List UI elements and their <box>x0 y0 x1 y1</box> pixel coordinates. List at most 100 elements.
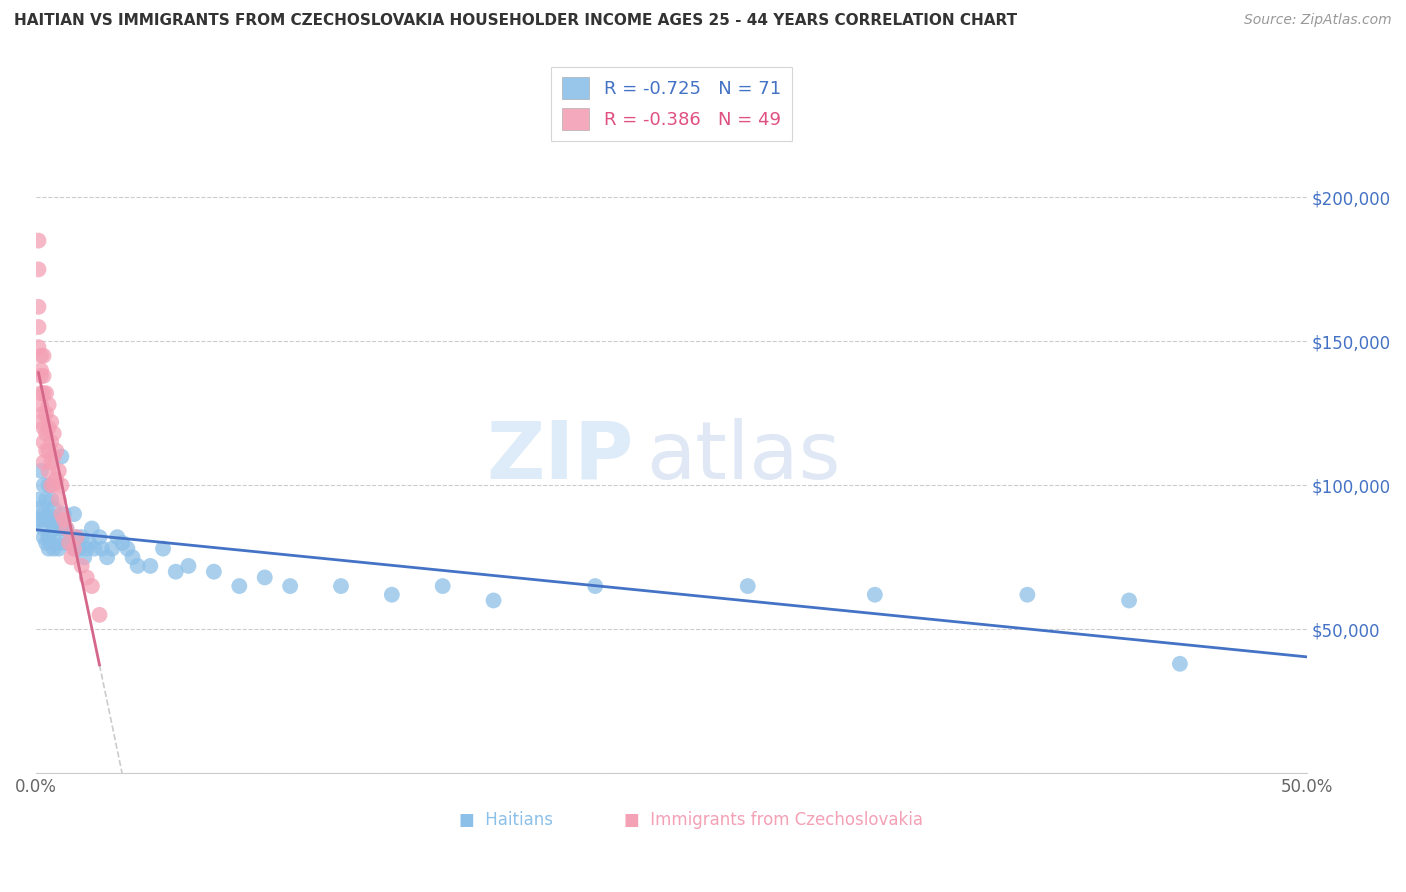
Point <box>32 530 55 544</box>
Point <box>51 507 73 521</box>
Point <box>32 507 55 521</box>
Point <box>38 530 60 544</box>
Point <box>73 550 96 565</box>
Point <box>330 579 353 593</box>
Point <box>48 541 70 556</box>
Point <box>432 579 454 593</box>
Point <box>48 492 70 507</box>
Point <box>48 521 70 535</box>
Point <box>32 349 55 363</box>
Text: HAITIAN VS IMMIGRANTS FROM CZECHOSLOVAKIA HOUSEHOLDER INCOME AGES 25 - 44 YEARS : HAITIAN VS IMMIGRANTS FROM CZECHOSLOVAKI… <box>14 13 1017 29</box>
Point <box>42 426 65 441</box>
Text: ■  Immigrants from Czechoslovakia: ■ Immigrants from Czechoslovakia <box>624 811 922 830</box>
Point <box>32 435 55 450</box>
Point <box>27 234 49 248</box>
Point <box>63 541 86 556</box>
Point <box>30 386 52 401</box>
Point <box>121 550 143 565</box>
Point <box>38 443 60 458</box>
Point <box>35 406 58 420</box>
Point <box>35 513 58 527</box>
Point <box>30 501 52 516</box>
Point <box>30 398 52 412</box>
Point <box>39 492 62 507</box>
Point <box>111 536 134 550</box>
Point <box>79 536 101 550</box>
Point <box>35 386 58 401</box>
Point <box>39 435 62 450</box>
Text: atlas: atlas <box>645 417 841 496</box>
Point <box>67 541 90 556</box>
Point <box>32 406 55 420</box>
Point <box>55 521 77 535</box>
Point <box>27 340 49 354</box>
Point <box>35 536 58 550</box>
Point <box>202 565 225 579</box>
Point <box>737 579 759 593</box>
Point <box>52 513 75 527</box>
Point <box>70 530 93 544</box>
Point <box>38 507 60 521</box>
Point <box>63 507 86 521</box>
Point <box>89 607 111 622</box>
Point <box>30 349 52 363</box>
Point <box>35 492 58 507</box>
Point <box>1168 657 1191 671</box>
Point <box>27 320 49 334</box>
Text: ■  Haitians: ■ Haitians <box>460 811 553 830</box>
Point <box>96 550 118 565</box>
Point <box>32 368 55 383</box>
Point <box>39 478 62 492</box>
Point <box>38 421 60 435</box>
Point <box>45 513 67 527</box>
Point <box>152 541 174 556</box>
Point <box>32 478 55 492</box>
Point <box>38 513 60 527</box>
Point <box>39 536 62 550</box>
Point <box>139 558 162 573</box>
Point <box>42 478 65 492</box>
Point <box>63 541 86 556</box>
Point <box>51 521 73 535</box>
Point <box>165 565 187 579</box>
Point <box>39 415 62 429</box>
Point <box>70 558 93 573</box>
Point <box>30 513 52 527</box>
Point <box>42 541 65 556</box>
Point <box>52 536 75 550</box>
Point <box>48 464 70 478</box>
Point <box>863 588 886 602</box>
Point <box>42 501 65 516</box>
Point <box>80 521 103 535</box>
Point <box>1118 593 1140 607</box>
Point <box>58 536 80 550</box>
Point <box>89 530 111 544</box>
Point <box>65 530 87 544</box>
Point <box>42 521 65 535</box>
Point <box>30 363 52 377</box>
Point <box>228 579 250 593</box>
Point <box>30 368 52 383</box>
Text: ZIP: ZIP <box>486 417 633 496</box>
Point <box>38 398 60 412</box>
Point <box>38 478 60 492</box>
Point <box>38 541 60 556</box>
Point <box>32 421 55 435</box>
Point <box>32 521 55 535</box>
Point <box>76 541 98 556</box>
Point <box>32 386 55 401</box>
Point <box>482 593 505 607</box>
Point <box>42 450 65 464</box>
Point <box>32 455 55 469</box>
Point <box>177 558 200 573</box>
Point <box>127 558 149 573</box>
Point <box>27 300 49 314</box>
Point <box>60 550 83 565</box>
Point <box>60 530 83 544</box>
Point <box>27 513 49 527</box>
Point <box>58 536 80 550</box>
Point <box>278 579 301 593</box>
Point <box>45 536 67 550</box>
Point <box>253 570 276 584</box>
Point <box>80 579 103 593</box>
